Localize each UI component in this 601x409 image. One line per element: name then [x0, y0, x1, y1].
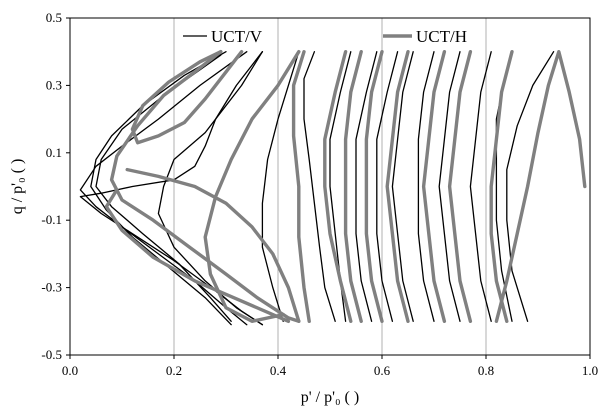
x-tick-label: 1.0 — [582, 363, 598, 378]
x-tick-label: 0.0 — [62, 363, 78, 378]
series-line-uct-v — [469, 51, 492, 322]
y-tick-label: -0.1 — [41, 212, 62, 227]
series-line-uct-h — [203, 50, 301, 323]
x-tick-label: 0.4 — [270, 363, 287, 378]
series-line-uct-h — [364, 50, 384, 323]
series-line-uct-h — [323, 50, 353, 323]
series-line-uct-h — [130, 50, 244, 145]
plot-area-frame — [69, 17, 591, 356]
series-line-uct-v — [438, 51, 461, 322]
series-line-uct-v — [391, 51, 414, 322]
series-line-uct-v — [303, 51, 336, 322]
series-uct-h — [104, 50, 587, 323]
series-uct-v — [79, 51, 555, 326]
y-axis-title: q / p'₀ ( ) — [9, 159, 26, 215]
series-line-uct-h — [109, 50, 301, 323]
series-line-uct-h — [489, 50, 514, 323]
series-line-uct-v — [376, 51, 399, 322]
series-line-uct-v — [417, 51, 435, 322]
series-line-uct-v — [261, 51, 300, 322]
series-line-uct-h — [125, 167, 301, 323]
series-line-uct-v — [79, 51, 248, 326]
series-line-uct-h — [421, 50, 447, 323]
series-layer — [79, 50, 587, 326]
series-line-uct-h — [385, 50, 410, 323]
series-line-uct-h — [447, 50, 473, 323]
y-tick-label: 0.1 — [46, 145, 62, 160]
x-tick-label: 0.2 — [166, 363, 182, 378]
series-line-uct-h — [291, 50, 311, 323]
series-line-uct-v — [79, 51, 264, 326]
x-axis-title: p' / p'₀ ( ) — [301, 389, 359, 406]
y-tick-label: -0.3 — [41, 280, 62, 295]
series-line-uct-v — [90, 51, 232, 326]
tick-layer: 0.0 0.2 0.4 0.6 0.8 1.0 0.5 0.3 0.1 -0.1 -0.3 -0.5 — [41, 10, 598, 378]
legend: UCT/V UCT/H — [183, 27, 467, 46]
legend-label-uct-v: UCT/V — [211, 27, 263, 46]
y-tick-label: 0.3 — [46, 77, 62, 92]
series-line-uct-v — [355, 51, 378, 322]
series-line-uct-v — [506, 51, 555, 322]
y-tick-label: -0.5 — [41, 347, 62, 362]
series-line-uct-h — [104, 188, 291, 323]
series-line-uct-h — [494, 50, 587, 323]
legend-label-uct-h: UCT/H — [416, 27, 467, 46]
x-tick-label: 0.6 — [374, 363, 391, 378]
y-tick-label: 0.5 — [46, 10, 62, 25]
series-line-uct-h — [343, 50, 363, 323]
x-tick-label: 0.8 — [478, 363, 494, 378]
